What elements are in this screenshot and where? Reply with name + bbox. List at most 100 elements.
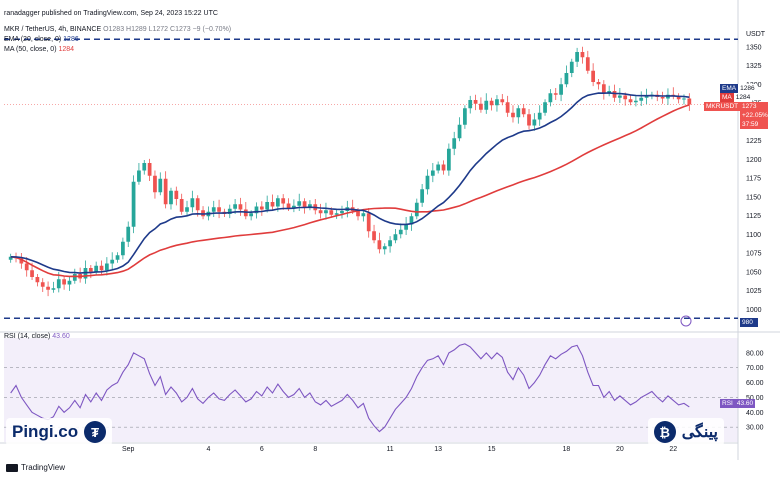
candle-body-59 (324, 210, 328, 214)
price-axis-tick-8: 1200 (746, 157, 762, 164)
ohlc-text: O1283 H1289 L1272 C1273 −9 (−0.70%) (103, 26, 232, 33)
candle-body-35 (195, 198, 200, 211)
candle-body-85 (463, 108, 467, 125)
pingi-brand-left[interactable]: Pingi.co ₮ (6, 418, 113, 446)
symbol-text[interactable]: MKR / TetherUS, 4h, BINANCE (4, 26, 102, 33)
candle-body-8 (51, 288, 56, 290)
candle-body-98 (532, 119, 537, 126)
ema20-line (10, 92, 690, 274)
candle-body-22 (126, 226, 131, 242)
rsi-tag-value: 43.60 (734, 399, 756, 408)
candle-body-96 (521, 108, 526, 115)
candle-body-92 (500, 99, 505, 103)
time-axis-tick-4: 11 (386, 446, 393, 453)
rsi-line (10, 343, 690, 433)
candle-body-47 (259, 206, 264, 210)
candle-body-80 (436, 164, 441, 171)
price-axis-tick-1: 1025 (746, 288, 762, 295)
candle-body-42 (233, 204, 237, 209)
last-price-tag: 1273 (740, 102, 768, 111)
candle-body-79 (430, 170, 435, 176)
candle-body-107 (580, 52, 585, 58)
candle-body-83 (452, 138, 457, 149)
candle-body-18 (104, 263, 109, 271)
price-axis-tick-5: 1125 (746, 213, 761, 220)
candle-body-2 (19, 258, 24, 264)
candle-body-68 (372, 231, 376, 241)
candle-body-69 (377, 240, 382, 250)
candle-body-84 (457, 124, 462, 139)
price-axis-tick-13: 1325 (746, 63, 762, 70)
candle-body-73 (398, 229, 403, 235)
candle-body-24 (137, 170, 141, 182)
rsi-pane-bg (4, 338, 738, 442)
candle-body-20 (115, 255, 120, 260)
candle-body-50 (275, 198, 280, 207)
time-axis-tick-7: 18 (563, 446, 571, 453)
ma-legend[interactable]: MA (50, close, 0) 1284 (4, 46, 74, 53)
candle-body-28 (158, 178, 163, 193)
candle-body-127 (687, 98, 692, 105)
price-axis-tick-4: 1100 (746, 232, 761, 239)
candle-body-38 (211, 207, 216, 212)
candle-body-21 (121, 241, 125, 256)
author-line: ranadagger published on TradingView.com,… (4, 10, 218, 17)
author-text: ranadagger published on TradingView.com,… (4, 10, 218, 17)
candle-body-53 (292, 205, 296, 208)
candle-body-119 (644, 96, 649, 98)
candle-body-46 (254, 206, 259, 214)
symbol-line: MKR / TetherUS, 4h, BINANCE O1283 H1289 … (4, 26, 231, 33)
candle-body-101 (548, 93, 553, 103)
time-axis-tick-0: Sep (122, 446, 135, 453)
tradingview-logo-text: TradingView (21, 463, 66, 472)
candle-body-29 (163, 178, 168, 205)
pingi-brand-right[interactable]: ₿ پینگی (647, 418, 724, 446)
candle-body-25 (142, 163, 147, 171)
ma-price-tag: MA 1284 (720, 93, 753, 102)
time-axis-tick-1: 4 (206, 446, 210, 453)
candle-body-5 (35, 277, 40, 283)
ma-legend-value: 1284 (58, 46, 75, 53)
rsi-axis-tick-5: 80.00 (746, 350, 764, 357)
candle-body-106 (575, 52, 579, 62)
level-tag-980: 980 (740, 318, 758, 327)
candle-body-12 (72, 274, 77, 281)
candle-body-61 (334, 213, 339, 215)
price-axis-tick-0: 1000 (746, 307, 762, 314)
candle-body-27 (153, 175, 157, 193)
candle-body-111 (601, 84, 606, 94)
candle-body-72 (393, 234, 398, 241)
candle-body-75 (409, 216, 414, 225)
price-axis-currency: USDT (746, 31, 766, 38)
candle-body-43 (238, 204, 243, 210)
candle-body-113 (612, 91, 617, 98)
candle-body-110 (596, 82, 601, 85)
candle-body-3 (24, 263, 29, 271)
candle-body-30 (169, 190, 173, 205)
candle-body-77 (420, 189, 425, 203)
candle-body-10 (62, 279, 66, 285)
candle-body-87 (473, 100, 478, 104)
ma-legend-label: MA (50, close, 0) (4, 46, 57, 53)
candle-body-109 (591, 70, 596, 82)
ma-tag-value: 1284 (733, 93, 753, 102)
ema-tag-value: 1286 (738, 84, 757, 93)
time-axis-tick-9: 22 (669, 446, 677, 453)
candle-body-97 (527, 114, 531, 126)
candle-body-90 (489, 100, 494, 106)
candle-body-11 (67, 280, 72, 285)
alert-icon (680, 315, 692, 327)
ema-legend[interactable]: EMA (20, close, 0) 1286 (4, 36, 79, 43)
candle-body-74 (404, 224, 408, 230)
ma-tag-key: MA (720, 93, 734, 102)
candle-body-67 (366, 213, 371, 232)
candle-body-23 (131, 181, 136, 227)
candle-body-93 (505, 102, 510, 113)
candle-body-33 (185, 207, 189, 212)
candle-body-100 (543, 102, 547, 113)
pingi-brand-persian-text: پینگی (681, 424, 718, 441)
tradingview-logo[interactable]: TradingView (6, 463, 65, 472)
rsi-legend[interactable]: RSI (14, close) 43.60 (4, 333, 70, 340)
time-axis-tick-3: 8 (313, 446, 317, 453)
